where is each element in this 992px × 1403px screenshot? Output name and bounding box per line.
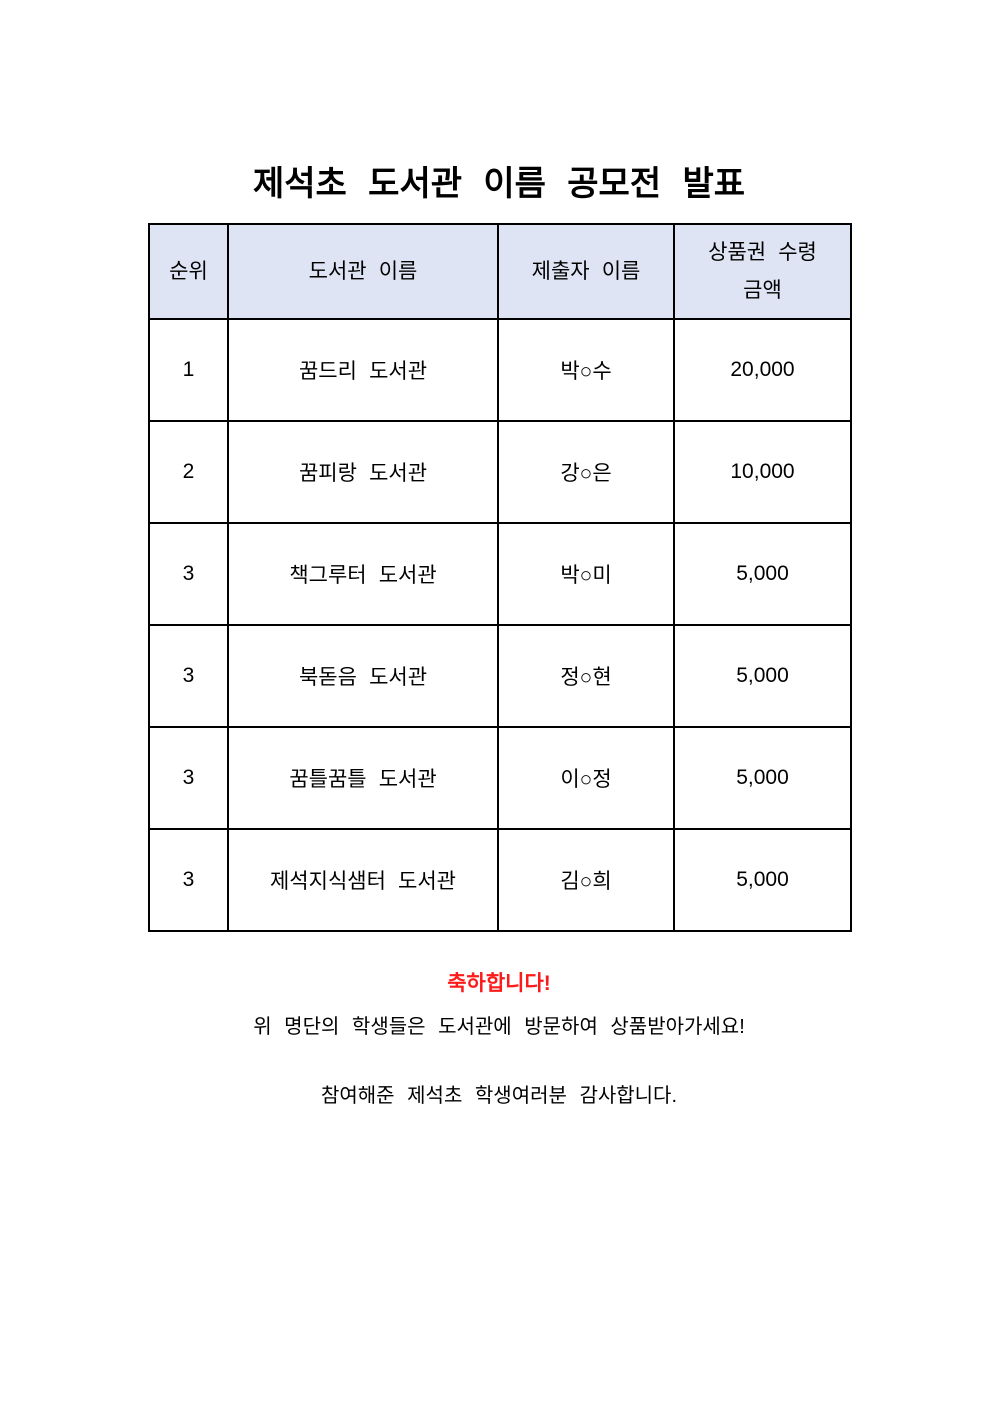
cell-rank: 1	[148, 318, 229, 422]
table-row: 3 제석지식샘터 도서관 김○희 5,000	[148, 828, 852, 932]
cell-amount: 10,000	[673, 420, 852, 524]
cell-rank: 2	[148, 420, 229, 524]
cell-submitter: 정○현	[497, 624, 675, 728]
table-row: 3 북돋음 도서관 정○현 5,000	[148, 624, 852, 728]
cell-library-name: 북돋음 도서관	[227, 624, 499, 728]
cell-submitter: 박○미	[497, 522, 675, 626]
cell-library-name: 책그루터 도서관	[227, 522, 499, 626]
cell-submitter: 박○수	[497, 318, 675, 422]
cell-submitter: 김○희	[497, 828, 675, 932]
cell-rank: 3	[148, 522, 229, 626]
cell-rank: 3	[148, 624, 229, 728]
cell-amount: 5,000	[673, 828, 852, 932]
page-title: 제석초 도서관 이름 공모전 발표	[252, 165, 746, 203]
cell-submitter: 이○정	[497, 726, 675, 830]
header-gift-amount: 상품권 수령 금액	[673, 223, 852, 320]
cell-library-name: 꿈피랑 도서관	[227, 420, 499, 524]
cell-library-name: 꿈틀꿈틀 도서관	[227, 726, 499, 830]
cell-submitter: 강○은	[497, 420, 675, 524]
header-rank: 순위	[148, 223, 229, 320]
cell-amount: 5,000	[673, 522, 852, 626]
table-row: 3 책그루터 도서관 박○미 5,000	[148, 522, 852, 626]
table-row: 1 꿈드리 도서관 박○수 20,000	[148, 318, 852, 422]
header-submitter-name: 제출자 이름	[497, 223, 675, 320]
cell-library-name: 꿈드리 도서관	[227, 318, 499, 422]
congrats-text: 축하합니다!	[447, 972, 551, 995]
table-row: 2 꿈피랑 도서관 강○은 10,000	[148, 420, 852, 524]
table-row: 3 꿈틀꿈틀 도서관 이○정 5,000	[148, 726, 852, 830]
table-header-row: 순위 도서관 이름 제출자 이름 상품권 수령 금액	[148, 223, 852, 320]
cell-amount: 20,000	[673, 318, 852, 422]
footer-instruction-text: 위 명단의 학생들은 도서관에 방문하여 상품받아가세요!	[253, 1016, 745, 1038]
footer-thanks-text: 참여해준 제석초 학생여러분 감사합니다.	[320, 1085, 678, 1107]
cell-rank: 3	[148, 828, 229, 932]
results-table: 순위 도서관 이름 제출자 이름 상품권 수령 금액 1 꿈드리 도서관 박○수…	[148, 223, 852, 932]
cell-amount: 5,000	[673, 726, 852, 830]
cell-library-name: 제석지식샘터 도서관	[227, 828, 499, 932]
header-library-name: 도서관 이름	[227, 223, 499, 320]
cell-amount: 5,000	[673, 624, 852, 728]
footer: 축하합니다! 위 명단의 학생들은 도서관에 방문하여 상품받아가세요! 참여해…	[148, 967, 850, 1108]
cell-rank: 3	[148, 726, 229, 830]
